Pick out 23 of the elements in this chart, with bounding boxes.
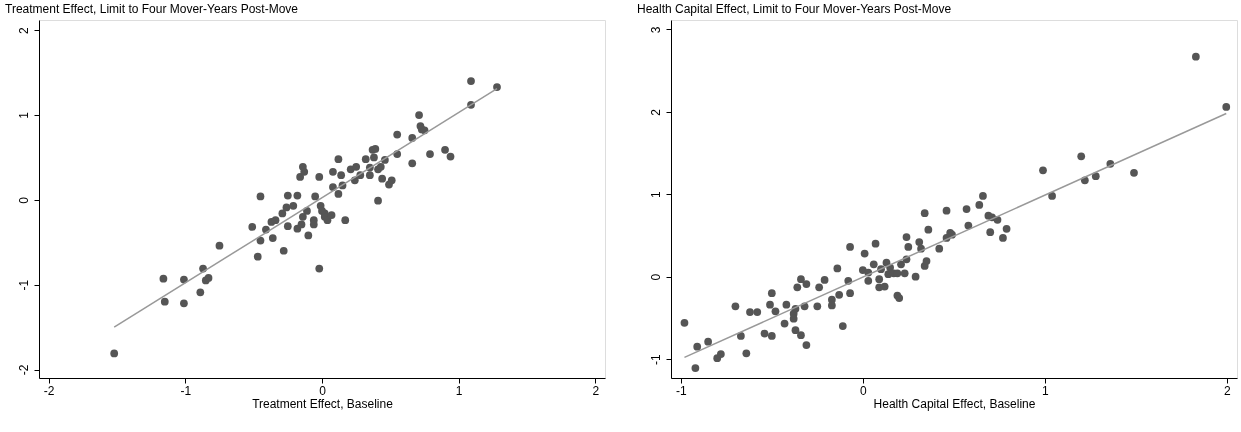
- x-tick-label: 2: [592, 383, 600, 398]
- x-tick-label: 0: [319, 383, 327, 398]
- y-tick-label: -1: [16, 279, 31, 291]
- x-axis-title: Treatment Effect, Baseline: [252, 396, 394, 411]
- y-tick-label: 2: [16, 27, 31, 35]
- y-tick-label: -1: [648, 353, 663, 365]
- x-tick-label: -1: [180, 383, 192, 398]
- chart-title: Treatment Effect, Limit to Four Mover-Years Post-Move: [5, 2, 299, 16]
- x-tick-label: -1: [675, 383, 687, 398]
- x-tick-label: 0: [859, 383, 867, 398]
- x-tick-label: -2: [43, 383, 55, 398]
- y-tick-label: 1: [16, 111, 31, 119]
- y-tick-label: 0: [16, 196, 31, 204]
- y-tick-label: 3: [648, 26, 663, 34]
- chart-title: Health Capital Effect, Limit to Four Mover-Years Post-Move: [637, 2, 952, 16]
- y-tick-label: 2: [648, 108, 663, 116]
- x-tick-label: 1: [1041, 383, 1049, 398]
- x-tick-label: 1: [455, 383, 463, 398]
- y-tick-label: -2: [16, 364, 31, 376]
- y-tick-label: 0: [648, 273, 663, 281]
- x-tick-label: 2: [1223, 383, 1231, 398]
- y-tick-label: 1: [648, 191, 663, 199]
- x-axis-title: Health Capital Effect, Baseline: [873, 396, 1036, 411]
